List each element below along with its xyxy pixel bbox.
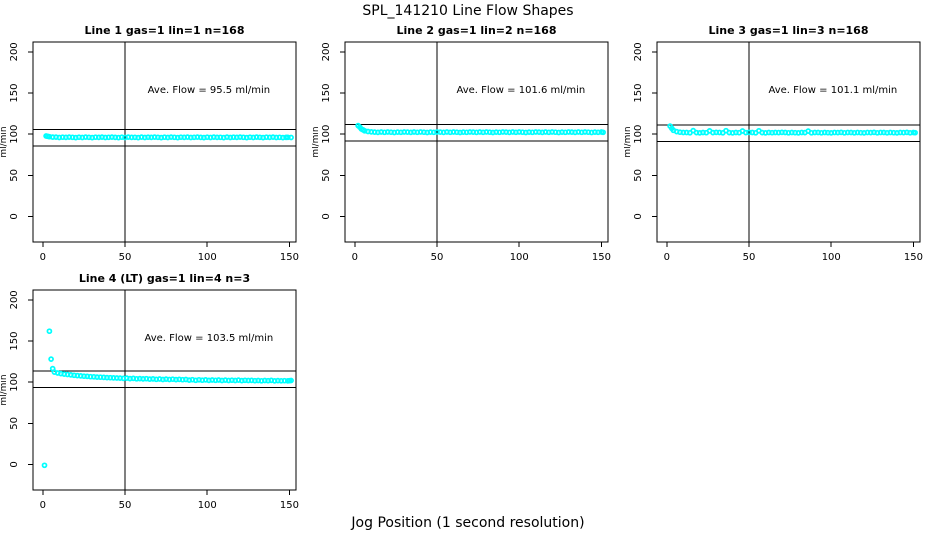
avg-flow-annotation: Ave. Flow = 103.5 ml/min (144, 333, 273, 344)
data-point (600, 129, 606, 136)
flow-panel-line-4: Line 4 (LT) gas=1 lin=4 n=3 0 50 100 150 0 50 1… (0, 268, 312, 516)
x-tick-label: 0 (40, 252, 46, 263)
flow-panel-line-2: Line 2 gas=1 lin=2 n=168 0 50 100 150 0 50 100 1… (312, 20, 624, 268)
data-points (43, 133, 294, 141)
panel-svg: Line 1 gas=1 lin=1 n=168 0 50 100 150 0 50 100 1… (0, 24, 299, 263)
y-axis-label: ml/min (624, 126, 633, 157)
panel-svg: Line 2 gas=1 lin=2 n=168 0 50 100 150 0 50 100 1… (312, 24, 611, 263)
plot-box (32, 289, 297, 491)
data-point (46, 328, 53, 335)
data-points (41, 328, 294, 469)
avg-flow-annotation: Ave. Flow = 95.5 ml/min (148, 85, 270, 96)
x-tick-label: 150 (592, 252, 611, 263)
x-tick-label: 50 (119, 500, 132, 511)
y-tick-label: 200 (9, 290, 20, 309)
data-point (49, 365, 56, 372)
x-tick-label: 50 (743, 252, 756, 263)
y-tick-label: 0 (9, 461, 20, 467)
panel-title: Line 4 (LT) gas=1 lin=4 n=3 (79, 272, 250, 285)
x-tick-label: 100 (510, 252, 529, 263)
data-points (667, 123, 918, 136)
avg-flow-annotation: Ave. Flow = 101.6 ml/min (456, 85, 585, 96)
y-tick-label: 50 (9, 169, 20, 182)
data-points (355, 122, 606, 136)
data-point (912, 129, 918, 136)
plot-box (32, 41, 297, 243)
figure-title: SPL_141210 Line Flow Shapes (362, 3, 574, 19)
data-point (356, 124, 363, 130)
panel-svg: Line 4 (LT) gas=1 lin=4 n=3 0 50 100 150 0 50 1… (0, 272, 299, 511)
y-tick-label: 50 (321, 169, 332, 182)
y-axis-label: ml/min (312, 126, 321, 157)
y-axis-label: ml/min (0, 374, 9, 405)
y-tick-label: 100 (321, 125, 332, 144)
x-tick-label: 100 (198, 252, 217, 263)
data-point (44, 133, 51, 140)
data-point (288, 134, 294, 141)
plot-box (344, 41, 609, 243)
y-tick-label: 150 (321, 83, 332, 102)
data-point (668, 125, 675, 132)
y-tick-label: 0 (321, 213, 332, 219)
x-tick-label: 0 (40, 500, 46, 511)
panel-title: Line 2 gas=1 lin=2 n=168 (396, 24, 556, 37)
data-point (288, 377, 294, 384)
avg-flow-annotation: Ave. Flow = 101.1 ml/min (768, 85, 897, 96)
data-point (41, 462, 48, 469)
x-tick-label: 0 (664, 252, 670, 263)
y-tick-label: 150 (633, 83, 644, 102)
y-tick-label: 50 (633, 169, 644, 182)
panel-title: Line 1 gas=1 lin=1 n=168 (84, 24, 244, 37)
x-tick-label: 100 (198, 500, 217, 511)
flow-panel-line-1: Line 1 gas=1 lin=1 n=168 0 50 100 150 0 50 100 1… (0, 20, 312, 268)
flow-panel-line-3: Line 3 gas=1 lin=3 n=168 0 50 100 150 0 50 100 1… (624, 20, 936, 268)
x-tick-label: 150 (280, 500, 299, 511)
y-tick-label: 100 (633, 125, 644, 144)
x-tick-label: 50 (431, 252, 444, 263)
x-tick-label: 150 (904, 252, 923, 263)
x-tick-label: 150 (280, 252, 299, 263)
y-tick-label: 150 (9, 83, 20, 102)
x-tick-label: 50 (119, 252, 132, 263)
y-tick-label: 100 (9, 373, 20, 392)
figure-x-axis-label: Jog Position (1 second resolution) (351, 515, 585, 531)
y-tick-label: 0 (633, 213, 644, 219)
x-tick-label: 100 (822, 252, 841, 263)
y-tick-label: 0 (9, 213, 20, 219)
x-tick-label: 0 (352, 252, 358, 263)
y-tick-label: 200 (321, 42, 332, 61)
y-tick-label: 100 (9, 125, 20, 144)
panel-title: Line 3 gas=1 lin=3 n=168 (708, 24, 868, 37)
y-tick-label: 200 (633, 42, 644, 61)
data-point (48, 356, 54, 362)
panel-svg: Line 3 gas=1 lin=3 n=168 0 50 100 150 0 50 100 1… (624, 24, 923, 263)
y-tick-label: 150 (9, 331, 20, 350)
y-tick-label: 200 (9, 42, 20, 61)
y-axis-label: ml/min (0, 126, 9, 157)
y-tick-label: 50 (9, 417, 20, 430)
data-point (360, 127, 366, 133)
